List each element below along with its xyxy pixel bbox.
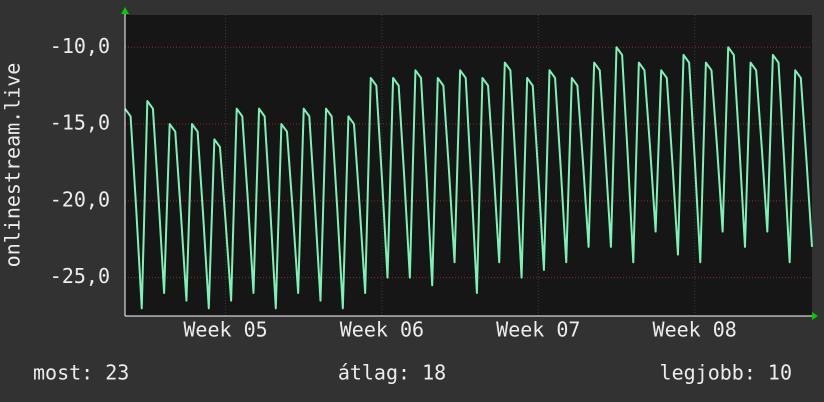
plot [124,15,813,316]
y-tick-label: -10,0 [50,34,110,58]
x-tick-label: Week 08 [653,318,737,342]
y-axis-label: onlinestream.live [1,63,25,268]
y-arrow [121,7,129,14]
x-tick-label: Week 07 [496,318,580,342]
x-tick-label: Week 05 [183,318,267,342]
plot-area [125,15,812,316]
y-tick-label: -25,0 [50,264,110,288]
summary-average: átlag: 18 [338,361,446,385]
x-tick-label: Week 06 [340,318,424,342]
y-tick-label: -20,0 [50,187,110,211]
y-tick-label: -15,0 [50,111,110,135]
x-arrow [812,312,818,320]
line-series [124,46,813,310]
summary-last: most: 23 [33,361,129,385]
summary-max: legjobb: 10 [660,361,792,385]
